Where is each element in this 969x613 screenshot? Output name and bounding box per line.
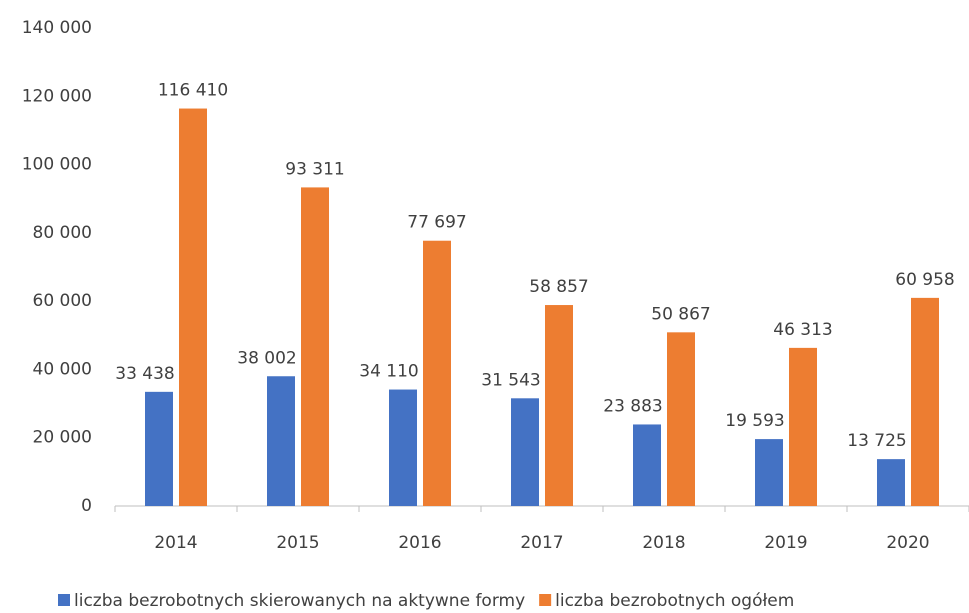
y-tick-label: 100 000 <box>22 155 92 175</box>
bar <box>301 187 329 506</box>
data-label: 50 867 <box>651 304 710 324</box>
data-label: 116 410 <box>158 81 228 101</box>
data-label: 46 313 <box>773 320 832 340</box>
bar <box>633 424 661 506</box>
x-tick-label: 2014 <box>154 533 197 553</box>
legend-swatch <box>539 594 552 606</box>
bar <box>545 305 573 506</box>
bar <box>179 108 207 506</box>
x-tick-label: 2017 <box>520 533 563 553</box>
data-label: 31 543 <box>481 370 540 390</box>
y-tick-label: 80 000 <box>33 223 92 243</box>
data-label: 93 311 <box>285 159 344 179</box>
x-tick-label: 2018 <box>642 533 685 553</box>
y-tick-label: 0 <box>81 496 92 516</box>
y-tick-label: 140 000 <box>22 18 92 38</box>
bar <box>145 391 173 506</box>
x-tick-label: 2020 <box>886 533 929 553</box>
legend-label: liczba bezrobotnych ogółem <box>555 591 794 611</box>
bar <box>511 398 539 506</box>
data-label: 58 857 <box>529 277 588 297</box>
legend-swatch <box>58 594 70 606</box>
data-label: 19 593 <box>725 411 784 431</box>
data-label: 38 002 <box>237 348 296 368</box>
bar <box>389 389 417 506</box>
bar <box>911 297 939 506</box>
data-label: 23 883 <box>603 396 662 416</box>
bar <box>877 459 905 506</box>
bar <box>789 347 817 506</box>
data-label: 13 725 <box>847 431 906 451</box>
bar <box>667 332 695 506</box>
y-tick-label: 20 000 <box>33 428 92 448</box>
x-tick-label: 2016 <box>398 533 441 553</box>
bar <box>423 240 451 506</box>
data-label: 33 438 <box>115 364 174 384</box>
bar <box>755 439 783 506</box>
data-label: 34 110 <box>359 362 418 382</box>
y-tick-label: 60 000 <box>33 291 92 311</box>
y-tick-label: 120 000 <box>22 86 92 106</box>
x-tick-label: 2019 <box>764 533 807 553</box>
y-tick-label: 40 000 <box>33 359 92 379</box>
legend-label: liczba bezrobotnych skierowanych na akty… <box>74 591 525 611</box>
data-label: 77 697 <box>407 213 466 233</box>
data-label: 60 958 <box>895 270 954 290</box>
x-tick-label: 2015 <box>276 533 319 553</box>
bar <box>267 376 295 506</box>
